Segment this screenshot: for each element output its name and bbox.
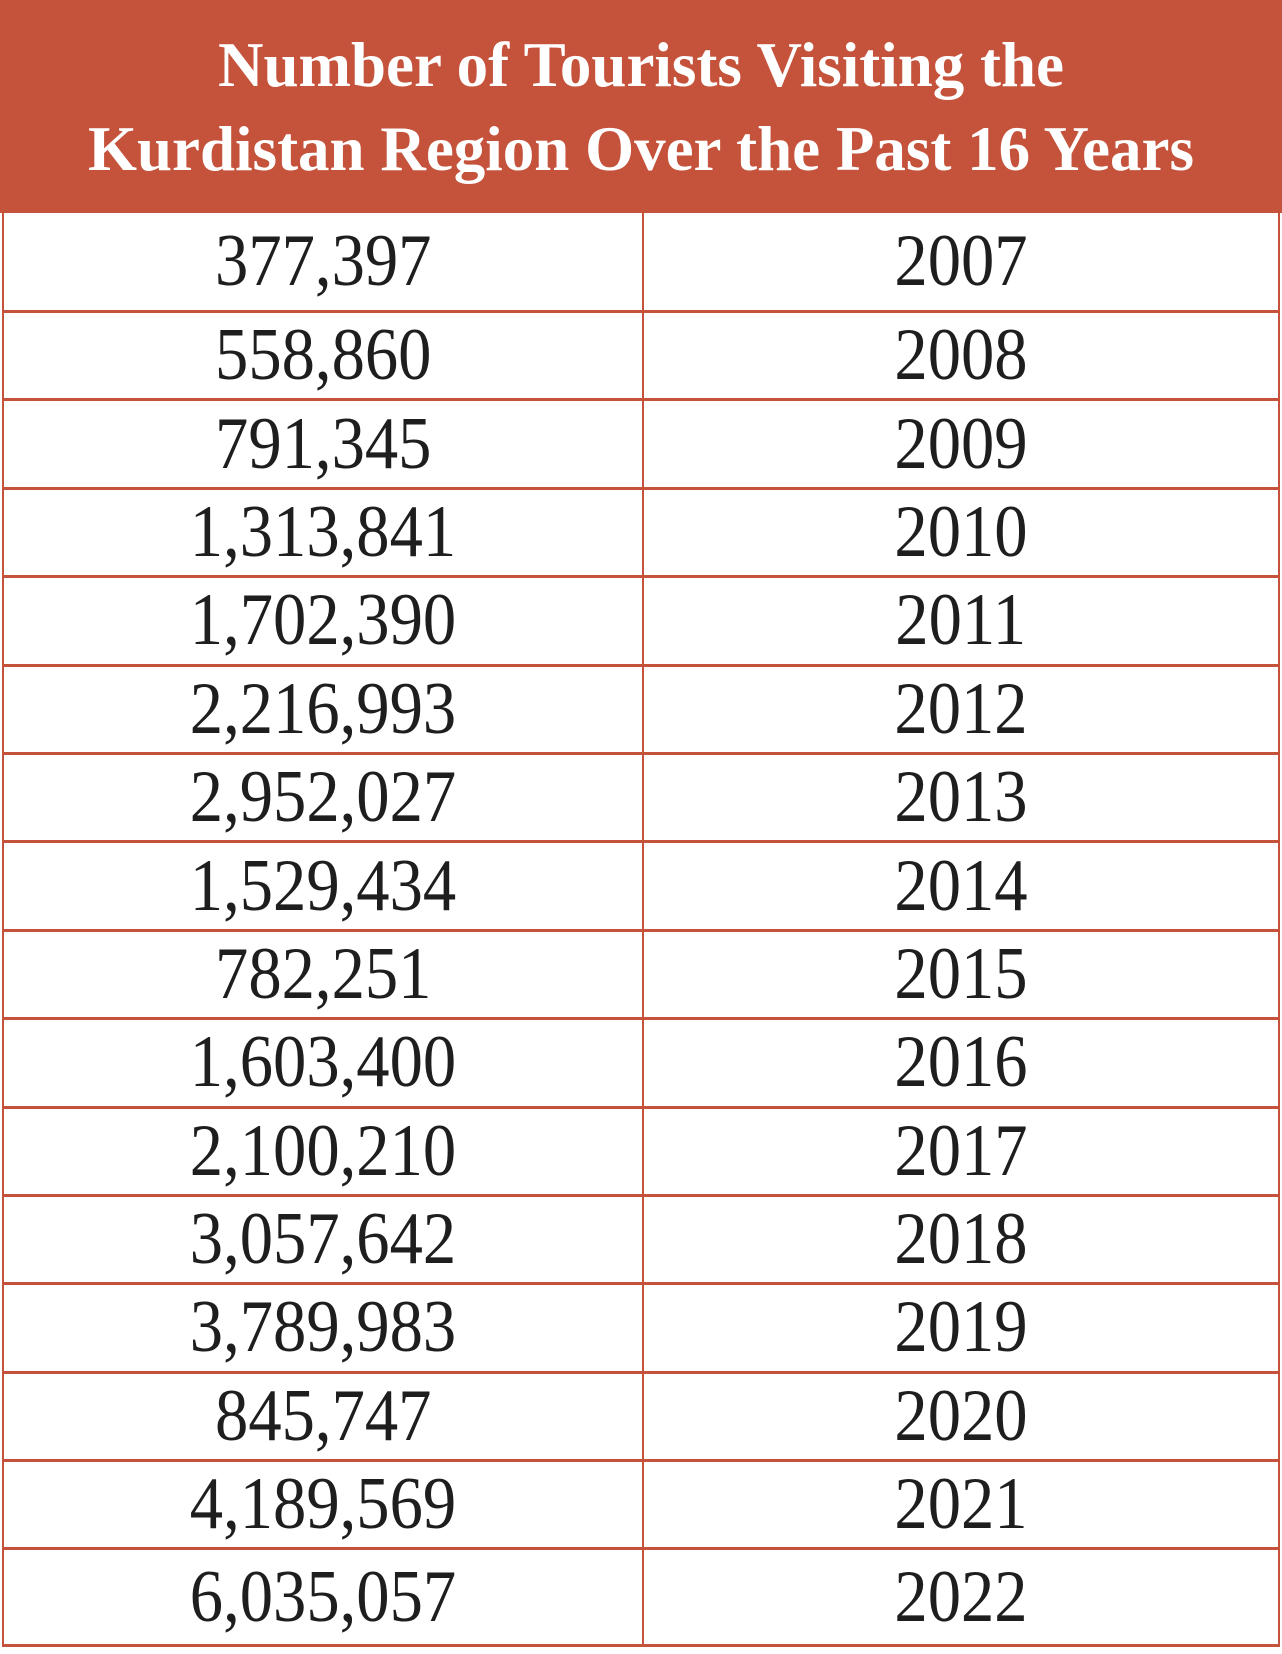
year-cell: 2022 [644, 1550, 1278, 1644]
year-cell: 2016 [644, 1020, 1278, 1105]
year-value: 2022 [894, 1555, 1028, 1638]
year-cell: 2021 [644, 1462, 1278, 1547]
table-row: 2,952,027 2013 [4, 754, 1278, 844]
year-cell: 2018 [644, 1197, 1278, 1282]
table-row: 4,189,569 2021 [4, 1462, 1278, 1551]
tourists-value: 2,216,993 [189, 667, 457, 750]
tourists-value: 845,747 [214, 1374, 432, 1457]
table-row: 3,057,642 2018 [4, 1196, 1278, 1286]
year-cell: 2013 [644, 755, 1278, 840]
year-cell: 2017 [644, 1109, 1278, 1194]
tourists-value: 377,397 [214, 220, 432, 302]
year-cell: 2012 [644, 667, 1278, 752]
tourists-cell: 2,952,027 [4, 754, 644, 841]
year-cell: 2009 [644, 401, 1278, 486]
table-row: 6,035,057 2022 [4, 1550, 1278, 1648]
tourists-cell: 3,789,983 [4, 1285, 644, 1371]
tourists-table: 377,397 2007 558,860 2008 791,345 2009 1,313,8… [2, 213, 1280, 1648]
table-row: 791,345 2009 [4, 401, 1278, 490]
year-value: 2020 [894, 1374, 1028, 1457]
table-row: 2,216,993 2012 [4, 666, 1278, 755]
tourists-value: 1,702,390 [189, 579, 457, 662]
tourists-value: 2,100,210 [189, 1109, 457, 1192]
year-value: 2012 [894, 667, 1028, 750]
table-row: 3,789,983 2019 [4, 1285, 1278, 1374]
year-value: 2008 [894, 314, 1028, 397]
table-row: 782,251 2015 [4, 931, 1278, 1021]
tourists-cell: 791,345 [4, 401, 644, 487]
year-value: 2016 [894, 1021, 1028, 1104]
year-cell: 2008 [644, 313, 1278, 398]
tourists-cell: 1,313,841 [4, 489, 644, 576]
tourists-value: 1,313,841 [189, 490, 457, 573]
tourists-cell: 1,702,390 [4, 578, 644, 664]
tourists-cell: 1,529,434 [4, 843, 644, 929]
year-value: 2011 [895, 579, 1027, 662]
tourists-cell: 3,057,642 [4, 1196, 644, 1283]
table-row: 1,529,434 2014 [4, 843, 1278, 932]
year-value: 2014 [894, 844, 1028, 927]
year-value: 2013 [894, 756, 1028, 839]
year-cell: 2014 [644, 843, 1278, 928]
year-value: 2017 [894, 1109, 1028, 1192]
year-value: 2019 [894, 1286, 1028, 1369]
title-line-1: Number of Tourists Visiting the [218, 29, 1064, 100]
table-row: 377,397 2007 [4, 213, 1278, 313]
tourists-cell: 2,100,210 [4, 1108, 644, 1194]
tourists-value: 4,189,569 [189, 1463, 457, 1546]
year-cell: 2019 [644, 1285, 1278, 1370]
year-value: 2021 [894, 1463, 1028, 1546]
tourists-value: 3,057,642 [189, 1198, 457, 1281]
tourists-value: 2,952,027 [189, 756, 457, 839]
table-title-header: Number of Tourists Visiting the Kurdista… [0, 0, 1282, 213]
tourists-value: 558,860 [214, 314, 432, 397]
year-cell: 2007 [644, 213, 1278, 310]
table-row: 845,747 2020 [4, 1373, 1278, 1463]
year-value: 2018 [894, 1198, 1028, 1281]
year-cell: 2020 [644, 1374, 1278, 1459]
tourists-cell: 845,747 [4, 1373, 644, 1460]
year-value: 2010 [894, 490, 1028, 573]
table-row: 1,603,400 2016 [4, 1020, 1278, 1109]
title-line-2: Kurdistan Region Over the Past 16 Years [88, 113, 1194, 184]
tourists-cell: 1,603,400 [4, 1020, 644, 1106]
year-value: 2009 [894, 402, 1028, 485]
year-value: 2015 [894, 932, 1028, 1015]
tourists-cell: 782,251 [4, 931, 644, 1018]
tourists-value: 1,529,434 [189, 844, 457, 927]
tourists-cell: 2,216,993 [4, 666, 644, 752]
tourists-value: 1,603,400 [189, 1021, 457, 1104]
table-row: 2,100,210 2017 [4, 1108, 1278, 1197]
table-row: 1,313,841 2010 [4, 489, 1278, 579]
tourists-cell: 377,397 [4, 213, 644, 310]
year-value: 2007 [894, 220, 1028, 302]
tourists-value: 3,789,983 [189, 1286, 457, 1369]
table-row: 1,702,390 2011 [4, 578, 1278, 667]
tourists-value: 6,035,057 [189, 1555, 457, 1638]
tourists-cell: 6,035,057 [4, 1550, 644, 1645]
tourists-cell: 4,189,569 [4, 1462, 644, 1548]
table-row: 558,860 2008 [4, 313, 1278, 402]
year-cell: 2010 [644, 490, 1278, 575]
tourists-cell: 558,860 [4, 313, 644, 399]
year-cell: 2011 [644, 578, 1278, 663]
tourists-value: 791,345 [214, 402, 432, 485]
year-cell: 2015 [644, 932, 1278, 1017]
tourists-value: 782,251 [214, 932, 432, 1015]
